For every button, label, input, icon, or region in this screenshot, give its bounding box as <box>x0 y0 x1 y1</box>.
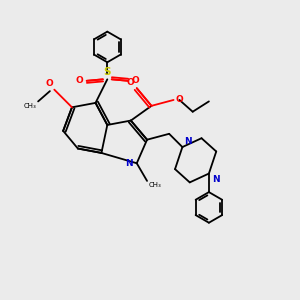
Text: O: O <box>45 79 53 88</box>
Text: O: O <box>175 95 183 104</box>
Text: N: N <box>126 159 133 168</box>
Text: CH₃: CH₃ <box>148 182 161 188</box>
Text: O: O <box>131 76 139 85</box>
Text: S: S <box>103 67 111 77</box>
Text: O: O <box>126 78 134 87</box>
Text: N: N <box>212 175 220 184</box>
Text: N: N <box>184 136 191 146</box>
Text: CH₃: CH₃ <box>24 103 37 109</box>
Text: O: O <box>75 76 83 85</box>
